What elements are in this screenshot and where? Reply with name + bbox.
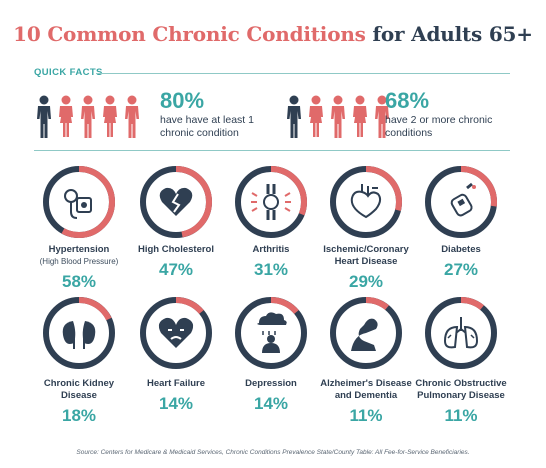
source-note: Source: Centers for Medicare & Medicaid … <box>76 449 470 456</box>
title-part-2: for Adults 65+ <box>372 22 534 46</box>
people-group <box>284 95 392 139</box>
condition-ring <box>140 297 212 369</box>
condition-percent: 29% <box>348 272 384 291</box>
person-icon <box>56 95 76 139</box>
glucose-meter-icon <box>450 182 476 217</box>
fact-percent: 68% <box>385 88 430 113</box>
condition-percent: 14% <box>158 394 194 413</box>
ring-value-arc <box>425 166 497 238</box>
fact-percent: 80% <box>160 88 205 113</box>
sad-heart-icon <box>158 317 194 348</box>
condition-card: Hypertension (High Blood Pressure) 58% <box>29 162 129 291</box>
condition-card: Chronic Obstructive Pulmonary Disease 11% <box>411 293 511 425</box>
condition-name: Chronic Obstructive Pulmonary Disease <box>415 378 507 401</box>
condition-name: Arthritis <box>252 244 290 255</box>
person-icon <box>284 95 304 139</box>
title-part-1: 10 Common Chronic Conditions <box>13 22 366 46</box>
condition-card: Arthritis 31% <box>221 162 321 279</box>
condition-name: High Cholesterol <box>137 244 214 255</box>
condition-ring <box>330 297 402 369</box>
condition-ring <box>330 166 402 238</box>
person-icon <box>78 95 98 139</box>
head-in-hands-icon <box>351 318 378 351</box>
condition-percent: 58% <box>61 272 97 291</box>
ring-value-arc <box>140 297 212 369</box>
condition-name: Heart Failure <box>146 378 206 389</box>
quick-facts-label: QUICK FACTS <box>34 67 103 78</box>
person-icon <box>122 95 142 139</box>
people-group <box>34 95 142 139</box>
condition-name: Diabetes <box>441 244 481 255</box>
condition-percent: 31% <box>253 260 289 279</box>
condition-percent: 47% <box>158 260 194 279</box>
condition-percent: 18% <box>61 406 97 425</box>
ring-value-arc <box>140 166 212 238</box>
broken-heart-icon <box>159 187 193 216</box>
condition-ring <box>235 166 307 238</box>
kidneys-icon <box>62 321 96 349</box>
ring-value-arc <box>330 297 402 369</box>
condition-card: Chronic Kidney Disease 18% <box>29 293 129 425</box>
knee-joint-icon <box>251 184 291 220</box>
condition-ring <box>140 166 212 238</box>
condition-subtitle: (High Blood Pressure) <box>39 257 119 266</box>
anatomical-heart-icon <box>350 184 382 219</box>
condition-name: Hypertension (High Blood Pressure) <box>29 244 129 268</box>
divider <box>96 73 510 74</box>
person-icon <box>372 95 392 139</box>
condition-name: Depression <box>245 378 297 389</box>
person-icon <box>100 95 120 139</box>
condition-percent: 11% <box>349 406 383 425</box>
ring-track <box>425 297 497 369</box>
rain-cloud-person-icon <box>257 312 287 353</box>
condition-name: Chronic Kidney Disease <box>43 378 115 401</box>
condition-card: Heart Failure 14% <box>126 293 226 413</box>
fact-description: have 2 or more chronic conditions <box>385 114 493 139</box>
condition-name: Alzheimer's Disease and Dementia <box>320 378 412 401</box>
condition-card: Diabetes 27% <box>411 162 511 279</box>
condition-percent: 11% <box>444 406 478 425</box>
condition-ring <box>43 166 115 238</box>
lungs-icon <box>443 317 479 349</box>
person-icon <box>350 95 370 139</box>
condition-card: Ischemic/Coronary Heart Disease 29% <box>316 162 416 291</box>
ring-value-arc <box>43 297 115 369</box>
ring-value-arc <box>330 166 402 238</box>
condition-ring <box>425 166 497 238</box>
condition-name: Ischemic/Coronary Heart Disease <box>323 244 409 267</box>
condition-percent: 27% <box>443 260 479 279</box>
condition-ring <box>235 297 307 369</box>
person-icon <box>34 95 54 139</box>
condition-percent: 14% <box>253 394 289 413</box>
ring-value-arc <box>235 297 307 369</box>
blood-pressure-monitor-icon <box>64 189 92 219</box>
page-title: 10 Common Chronic Conditions for Adults … <box>0 22 546 46</box>
person-icon <box>328 95 348 139</box>
divider <box>34 150 510 151</box>
ring-value-arc <box>235 166 307 238</box>
condition-ring <box>425 297 497 369</box>
condition-ring <box>43 297 115 369</box>
ring-value-arc <box>43 166 115 238</box>
fact-description: have have at least 1 chronic condition <box>160 114 254 139</box>
condition-card: Depression 14% <box>221 293 321 413</box>
condition-card: High Cholesterol 47% <box>126 162 226 279</box>
condition-card: Alzheimer's Disease and Dementia 11% <box>316 293 416 425</box>
person-icon <box>306 95 326 139</box>
ring-value-arc <box>425 297 497 369</box>
